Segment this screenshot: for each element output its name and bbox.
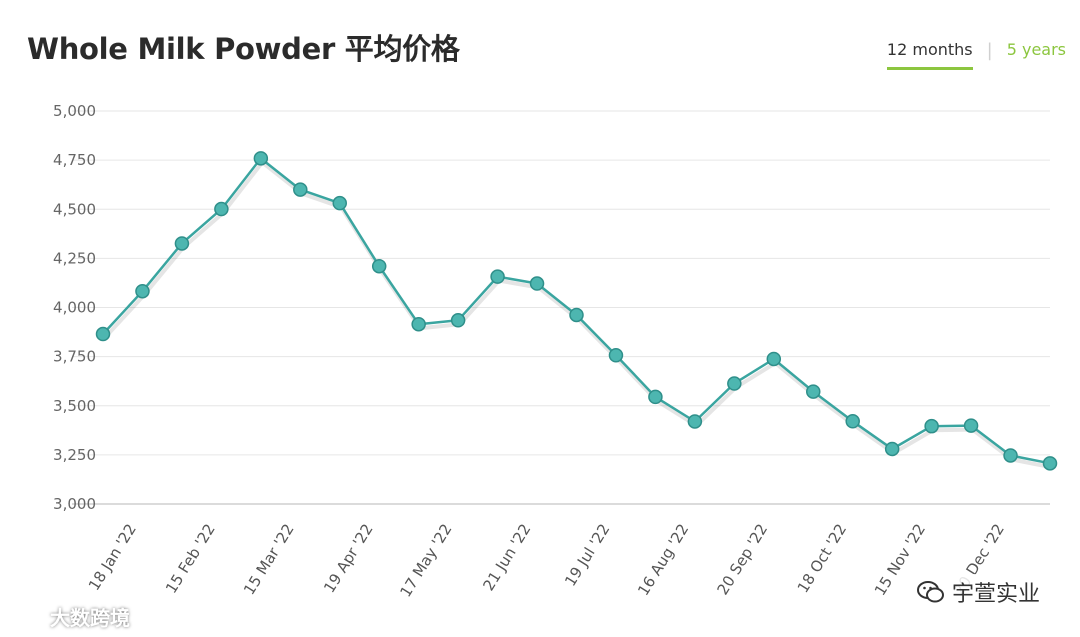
y-axis-labels: 3,000 3,250 3,500 3,750 4,000 4,250 4,500 4,750… (53, 102, 96, 513)
data-point[interactable] (529, 276, 545, 291)
data-point[interactable] (648, 389, 663, 405)
data-point[interactable] (371, 258, 387, 274)
data-point[interactable] (135, 283, 150, 299)
y-tick-label: 4,000 (53, 299, 96, 317)
y-tick-label: 4,750 (53, 151, 96, 169)
series-layer (95, 151, 1058, 471)
data-point[interactable] (293, 182, 308, 197)
data-point[interactable] (411, 316, 426, 332)
data-point[interactable] (569, 307, 584, 323)
data-point[interactable] (214, 201, 229, 217)
x-tick-label: 21 Jun '22 (479, 521, 534, 594)
watermark-right: 宇萱实业 (911, 574, 1044, 610)
data-point[interactable] (924, 418, 939, 434)
tab-5-years[interactable]: 5 years (1006, 40, 1066, 59)
data-point[interactable] (253, 151, 269, 166)
y-tick-label: 3,750 (53, 348, 96, 366)
x-axis-labels: 18 Jan '22 15 Feb '22 15 Mar '22 19 Apr '22… (85, 521, 1008, 601)
data-point[interactable] (806, 384, 821, 399)
y-tick-label: 5,000 (53, 102, 96, 120)
data-point[interactable] (95, 326, 111, 342)
wechat-icon (916, 581, 944, 603)
data-point[interactable] (490, 269, 505, 284)
logo-icon (8, 608, 42, 624)
page-title: Whole Milk Powder 平均价格 (27, 32, 460, 66)
x-tick-label: 18 Oct '22 (794, 521, 850, 597)
data-point[interactable] (963, 418, 979, 433)
range-tabs: 12 months | 5 years (886, 40, 1066, 70)
watermark-left-text: 大数跨境 (50, 606, 130, 630)
data-point[interactable] (1003, 448, 1018, 463)
x-tick-label: 19 Jul '22 (561, 521, 613, 590)
x-tick-label: 15 Feb '22 (162, 521, 219, 597)
data-point[interactable] (727, 376, 742, 391)
x-tick-label: 17 May '22 (396, 521, 455, 601)
x-tick-label: 16 Aug '22 (634, 521, 692, 599)
data-point[interactable] (332, 195, 347, 211)
data-point[interactable] (1042, 456, 1058, 471)
y-tick-label: 3,000 (53, 495, 96, 513)
x-tick-label: 15 Mar '22 (240, 521, 298, 599)
tab-separator: | (986, 40, 993, 61)
x-tick-label: 20 Sep '22 (714, 521, 772, 598)
x-tick-label: 19 Apr '22 (320, 521, 376, 597)
data-point[interactable] (845, 414, 860, 429)
data-point[interactable] (884, 441, 900, 457)
grid-lines (72, 110, 1050, 505)
data-point[interactable] (687, 414, 703, 429)
data-point[interactable] (174, 236, 190, 251)
y-tick-label: 4,500 (53, 200, 96, 218)
tab-12-months[interactable]: 12 months (886, 40, 973, 70)
data-point[interactable] (450, 313, 466, 328)
y-tick-label: 3,500 (53, 397, 96, 415)
data-point[interactable] (766, 351, 782, 367)
y-tick-label: 4,250 (53, 249, 96, 267)
x-tick-label: 18 Jan '22 (85, 521, 140, 594)
watermark-left: 大数跨境 (8, 602, 130, 631)
y-tick-label: 3,250 (53, 446, 96, 464)
watermark-right-text: 宇萱实业 (951, 582, 1040, 607)
data-point[interactable] (608, 347, 624, 363)
